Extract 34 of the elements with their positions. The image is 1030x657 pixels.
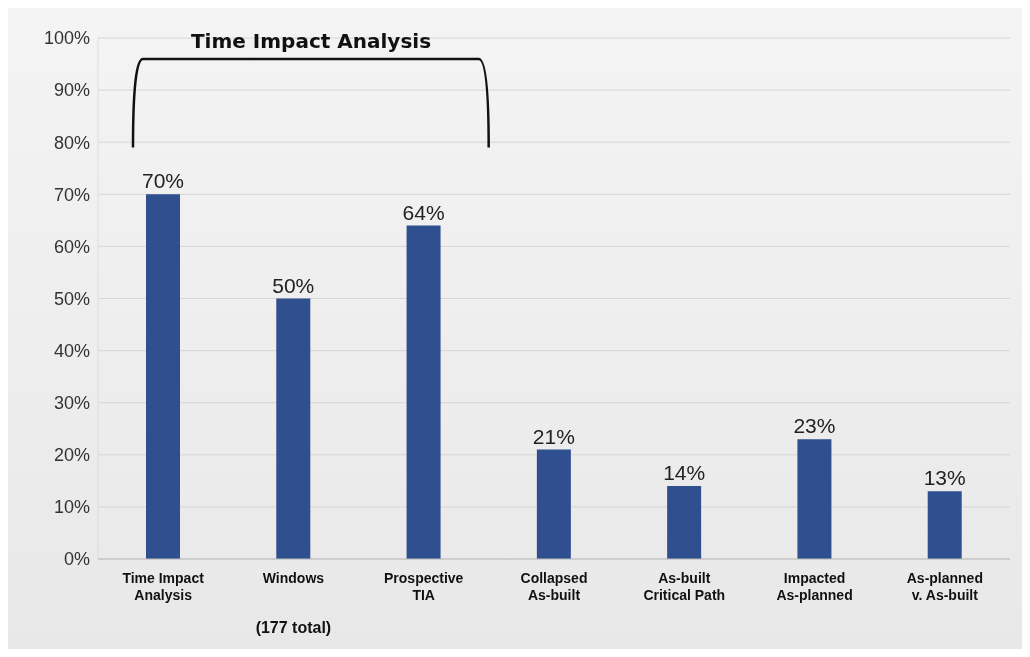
data-label: 50% [272,273,315,297]
bar [536,449,571,559]
y-tick-label: 80% [53,132,90,153]
y-tick-label: 90% [53,80,90,101]
data-label: 14% [663,461,706,485]
bar [276,298,311,559]
bar [927,491,962,559]
bar [797,439,832,559]
text: (177 total) [254,619,333,637]
data-label: 13% [923,466,966,490]
y-tick-label: 40% [53,340,90,361]
x-tick-label: Impacted As-planned [776,570,853,603]
data-label: 23% [793,414,836,438]
annotation: Time Impact Analysis [189,28,433,53]
y-tick-label: 100% [43,28,90,49]
y-tick-label: 60% [53,236,90,257]
data-label: 64% [402,200,445,224]
y-tick-label: 20% [53,445,90,466]
bar [667,486,702,559]
x-tick-label: Prospective TIA [384,570,464,603]
x-tick-label: As-planned v. As-built [906,570,983,603]
x-tick-label: Windows [262,570,325,586]
y-tick-label: 0% [63,549,90,570]
x-tick-label: As-built Critical Path [643,570,726,603]
y-tick-label: 30% [53,393,90,414]
y-tick-label: 70% [53,184,90,205]
data-label: 70% [141,169,185,193]
y-tick-label: 50% [53,288,90,309]
bar [146,194,180,559]
y-tick-label: 10% [53,497,90,518]
data-label: 21% [532,424,575,448]
bar [406,225,441,559]
x-tick-label: Collapsed As-built [520,570,588,603]
x-tick-label: Time Impact Analysis [122,570,205,603]
